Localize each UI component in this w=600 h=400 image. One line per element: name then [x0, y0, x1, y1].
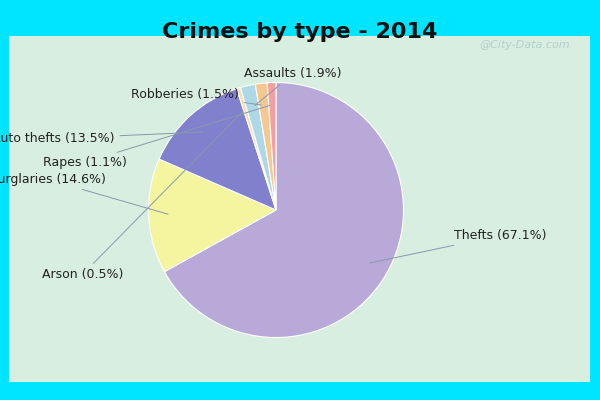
Text: Assaults (1.9%): Assaults (1.9%) — [244, 68, 342, 106]
FancyBboxPatch shape — [9, 36, 590, 382]
Text: Arson (0.5%): Arson (0.5%) — [41, 111, 243, 281]
Text: Crimes by type - 2014: Crimes by type - 2014 — [163, 22, 437, 42]
Text: Auto thefts (13.5%): Auto thefts (13.5%) — [0, 132, 202, 145]
Wedge shape — [256, 83, 276, 210]
Wedge shape — [267, 82, 276, 210]
Text: Burglaries (14.6%): Burglaries (14.6%) — [0, 173, 168, 214]
Wedge shape — [164, 82, 404, 338]
Wedge shape — [159, 89, 276, 210]
Text: Rapes (1.1%): Rapes (1.1%) — [43, 106, 270, 169]
Wedge shape — [241, 84, 276, 210]
Text: Robberies (1.5%): Robberies (1.5%) — [131, 88, 261, 105]
Text: Thefts (67.1%): Thefts (67.1%) — [370, 229, 547, 263]
Text: @City-Data.com: @City-Data.com — [479, 40, 570, 50]
Wedge shape — [236, 88, 276, 210]
Wedge shape — [149, 159, 276, 272]
